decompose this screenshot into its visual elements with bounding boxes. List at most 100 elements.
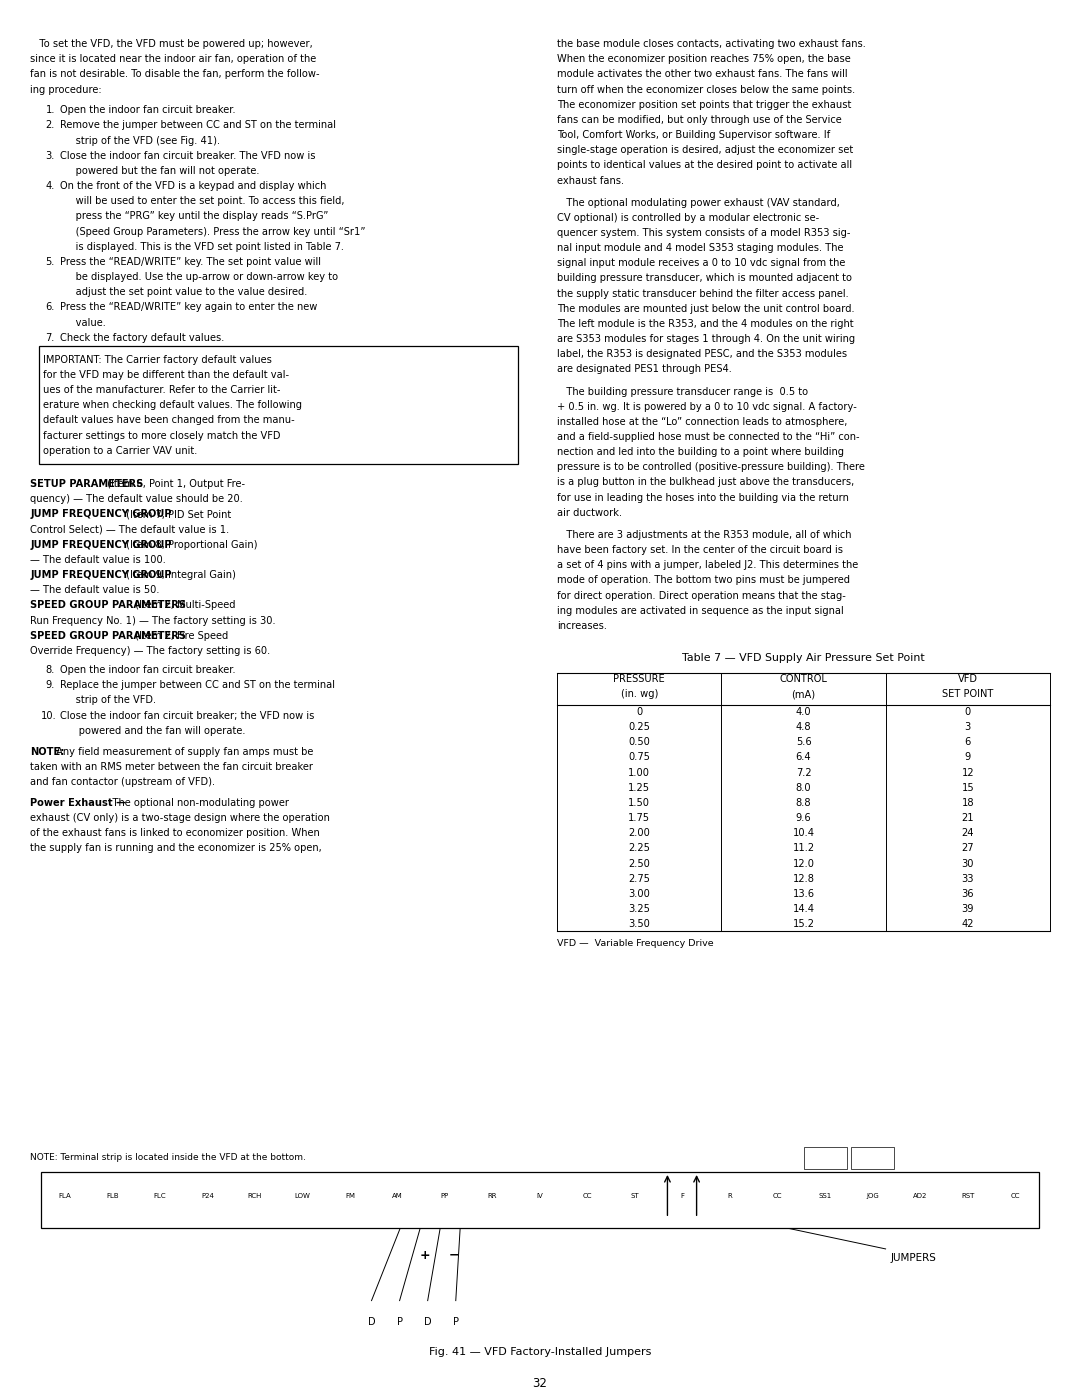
Text: 3: 3 [964,722,971,732]
Text: SS1: SS1 [819,1193,832,1199]
Text: default values have been changed from the manu-: default values have been changed from th… [43,415,295,426]
Text: CC: CC [773,1193,782,1199]
Text: ST: ST [631,1193,639,1199]
Text: 1.00: 1.00 [629,767,650,778]
Text: 1.25: 1.25 [629,782,650,792]
Text: 3.00: 3.00 [629,888,650,898]
Text: NOTE: Terminal strip is located inside the VFD at the bottom.: NOTE: Terminal strip is located inside t… [30,1153,306,1161]
Text: value.: value. [60,317,106,327]
Text: (Item 2, Fire Speed: (Item 2, Fire Speed [132,630,229,641]
Text: 9.6: 9.6 [796,813,811,823]
Text: press the “PRG” key until the display reads “S.PrG”: press the “PRG” key until the display re… [60,211,328,222]
Text: VFD: VFD [958,673,977,685]
Text: 12: 12 [961,767,974,778]
Text: 42: 42 [961,919,974,929]
Text: To set the VFD, the VFD must be powered up; however,: To set the VFD, the VFD must be powered … [30,39,313,49]
Text: for direct operation. Direct operation means that the stag-: for direct operation. Direct operation m… [557,591,846,601]
Text: 7.: 7. [45,332,55,342]
Text: Tool, Comfort Works, or Building Supervisor software. If: Tool, Comfort Works, or Building Supervi… [557,130,831,140]
Text: 9: 9 [964,753,971,763]
Text: Table 7 — VFD Supply Air Pressure Set Point: Table 7 — VFD Supply Air Pressure Set Po… [683,652,924,662]
Text: strip of the VFD (see Fig. 41).: strip of the VFD (see Fig. 41). [60,136,220,145]
Text: 4.8: 4.8 [796,722,811,732]
Bar [39,346,518,464]
Bar [851,1147,894,1169]
Text: quencer system. This system consists of a model R353 sig-: quencer system. This system consists of … [557,228,851,237]
Text: 1.75: 1.75 [629,813,650,823]
Text: The optional non-modulating power: The optional non-modulating power [99,798,288,807]
Text: JUMP FREQUENCY GROUP: JUMP FREQUENCY GROUP [30,539,172,550]
Text: pressure is to be controlled (positive-pressure building). There: pressure is to be controlled (positive-p… [557,462,865,472]
Text: 36: 36 [961,888,974,898]
Text: the supply static transducer behind the filter access panel.: the supply static transducer behind the … [557,289,849,299]
Text: ing procedure:: ing procedure: [30,85,102,95]
Text: 12.8: 12.8 [793,873,814,884]
Text: quency) — The default value should be 20.: quency) — The default value should be 20… [30,495,243,504]
Text: label, the R353 is designated PESC, and the S353 modules: label, the R353 is designated PESC, and … [557,349,848,359]
Text: 0.25: 0.25 [629,722,650,732]
Text: CONTROL: CONTROL [780,673,827,685]
Text: a set of 4 pins with a jumper, labeled J2. This determines the: a set of 4 pins with a jumper, labeled J… [557,560,859,570]
Text: are designated PES1 through PES4.: are designated PES1 through PES4. [557,365,732,374]
Text: (SS3): (SS3) [864,1150,881,1157]
Text: is displayed. This is the VFD set point listed in Table 7.: is displayed. This is the VFD set point … [60,242,345,251]
Text: D: D [423,1317,432,1327]
Text: 14.4: 14.4 [793,904,814,914]
Text: ing modules are activated in sequence as the input signal: ing modules are activated in sequence as… [557,606,845,616]
Text: PRESSURE: PRESSURE [613,673,665,685]
Text: 3.50: 3.50 [629,919,650,929]
Text: 4.: 4. [45,182,55,191]
Text: The economizer position set points that trigger the exhaust: The economizer position set points that … [557,99,852,110]
Text: P: P [396,1317,403,1327]
Text: 8.8: 8.8 [796,798,811,807]
Text: SPEED GROUP PARAMETERS: SPEED GROUP PARAMETERS [30,601,186,610]
Text: SPEED GROUP PARAMETERS: SPEED GROUP PARAMETERS [30,630,186,641]
Text: operation to a Carrier VAV unit.: operation to a Carrier VAV unit. [43,446,198,455]
Text: for use in leading the hoses into the building via the return: for use in leading the hoses into the bu… [557,493,849,503]
Text: adjust the set point value to the value desired.: adjust the set point value to the value … [60,288,308,298]
Text: (Item 9, Integral Gain): (Item 9, Integral Gain) [123,570,235,580]
Text: Control Select) — The default value is 1.: Control Select) — The default value is 1… [30,525,229,535]
Text: have been factory set. In the center of the circuit board is: have been factory set. In the center of … [557,545,843,555]
Text: Open the indoor fan circuit breaker.: Open the indoor fan circuit breaker. [60,665,237,675]
Text: The modules are mounted just below the unit control board.: The modules are mounted just below the u… [557,303,855,314]
Text: D: D [367,1317,376,1327]
Text: R: R [728,1193,732,1199]
Text: Fig. 41 — VFD Factory-Installed Jumpers: Fig. 41 — VFD Factory-Installed Jumpers [429,1347,651,1356]
Text: 15.2: 15.2 [793,919,814,929]
Text: (Item 7, PID Set Point: (Item 7, PID Set Point [123,510,231,520]
Text: facturer settings to more closely match the VFD: facturer settings to more closely match … [43,430,281,440]
Text: Open the indoor fan circuit breaker.: Open the indoor fan circuit breaker. [60,105,237,116]
Text: — The default value is 50.: — The default value is 50. [30,585,160,595]
Text: SET POINT: SET POINT [942,689,994,698]
Text: nal input module and 4 model S353 staging modules. The: nal input module and 4 model S353 stagin… [557,243,843,253]
Text: IMPORTANT: The Carrier factory default values: IMPORTANT: The Carrier factory default v… [43,355,272,365]
Text: will be used to enter the set point. To access this field,: will be used to enter the set point. To … [60,197,345,207]
Text: 7.2: 7.2 [796,767,811,778]
Text: +: + [419,1249,430,1261]
Text: Override Frequency) — The factory setting is 60.: Override Frequency) — The factory settin… [30,645,270,655]
Text: single-stage operation is desired, adjust the economizer set: single-stage operation is desired, adjus… [557,145,853,155]
Text: Close the indoor fan circuit breaker; the VFD now is: Close the indoor fan circuit breaker; th… [60,711,315,721]
Text: (in. wg): (in. wg) [621,689,658,698]
Text: building pressure transducer, which is mounted adjacent to: building pressure transducer, which is m… [557,274,852,284]
Text: 4.0: 4.0 [796,707,811,717]
Text: exhaust (CV only) is a two-stage design where the operation: exhaust (CV only) is a two-stage design … [30,813,330,823]
Text: 10.: 10. [41,711,57,721]
Text: is a plug button in the bulkhead just above the transducers,: is a plug button in the bulkhead just ab… [557,478,854,488]
Text: AD2: AD2 [913,1193,928,1199]
Text: JUMP FREQUENCY GROUP: JUMP FREQUENCY GROUP [30,570,172,580]
Text: 6.: 6. [45,302,55,313]
Text: of the exhaust fans is linked to economizer position. When: of the exhaust fans is linked to economi… [30,828,320,838]
Text: ues of the manufacturer. Refer to the Carrier lit-: ues of the manufacturer. Refer to the Ca… [43,386,281,395]
Text: 2.50: 2.50 [629,859,650,869]
Text: 30: 30 [961,859,974,869]
Text: −: − [448,1249,459,1261]
Text: 9.: 9. [45,680,55,690]
Text: (Item 2, Multi-Speed: (Item 2, Multi-Speed [132,601,235,610]
Text: signal input module receives a 0 to 10 vdc signal from the: signal input module receives a 0 to 10 v… [557,258,846,268]
Text: CC: CC [583,1193,592,1199]
Text: mode of operation. The bottom two pins must be jumpered: mode of operation. The bottom two pins m… [557,576,850,585]
Text: P24: P24 [201,1193,214,1199]
Text: When the economizer position reaches 75% open, the base: When the economizer position reaches 75%… [557,54,851,64]
